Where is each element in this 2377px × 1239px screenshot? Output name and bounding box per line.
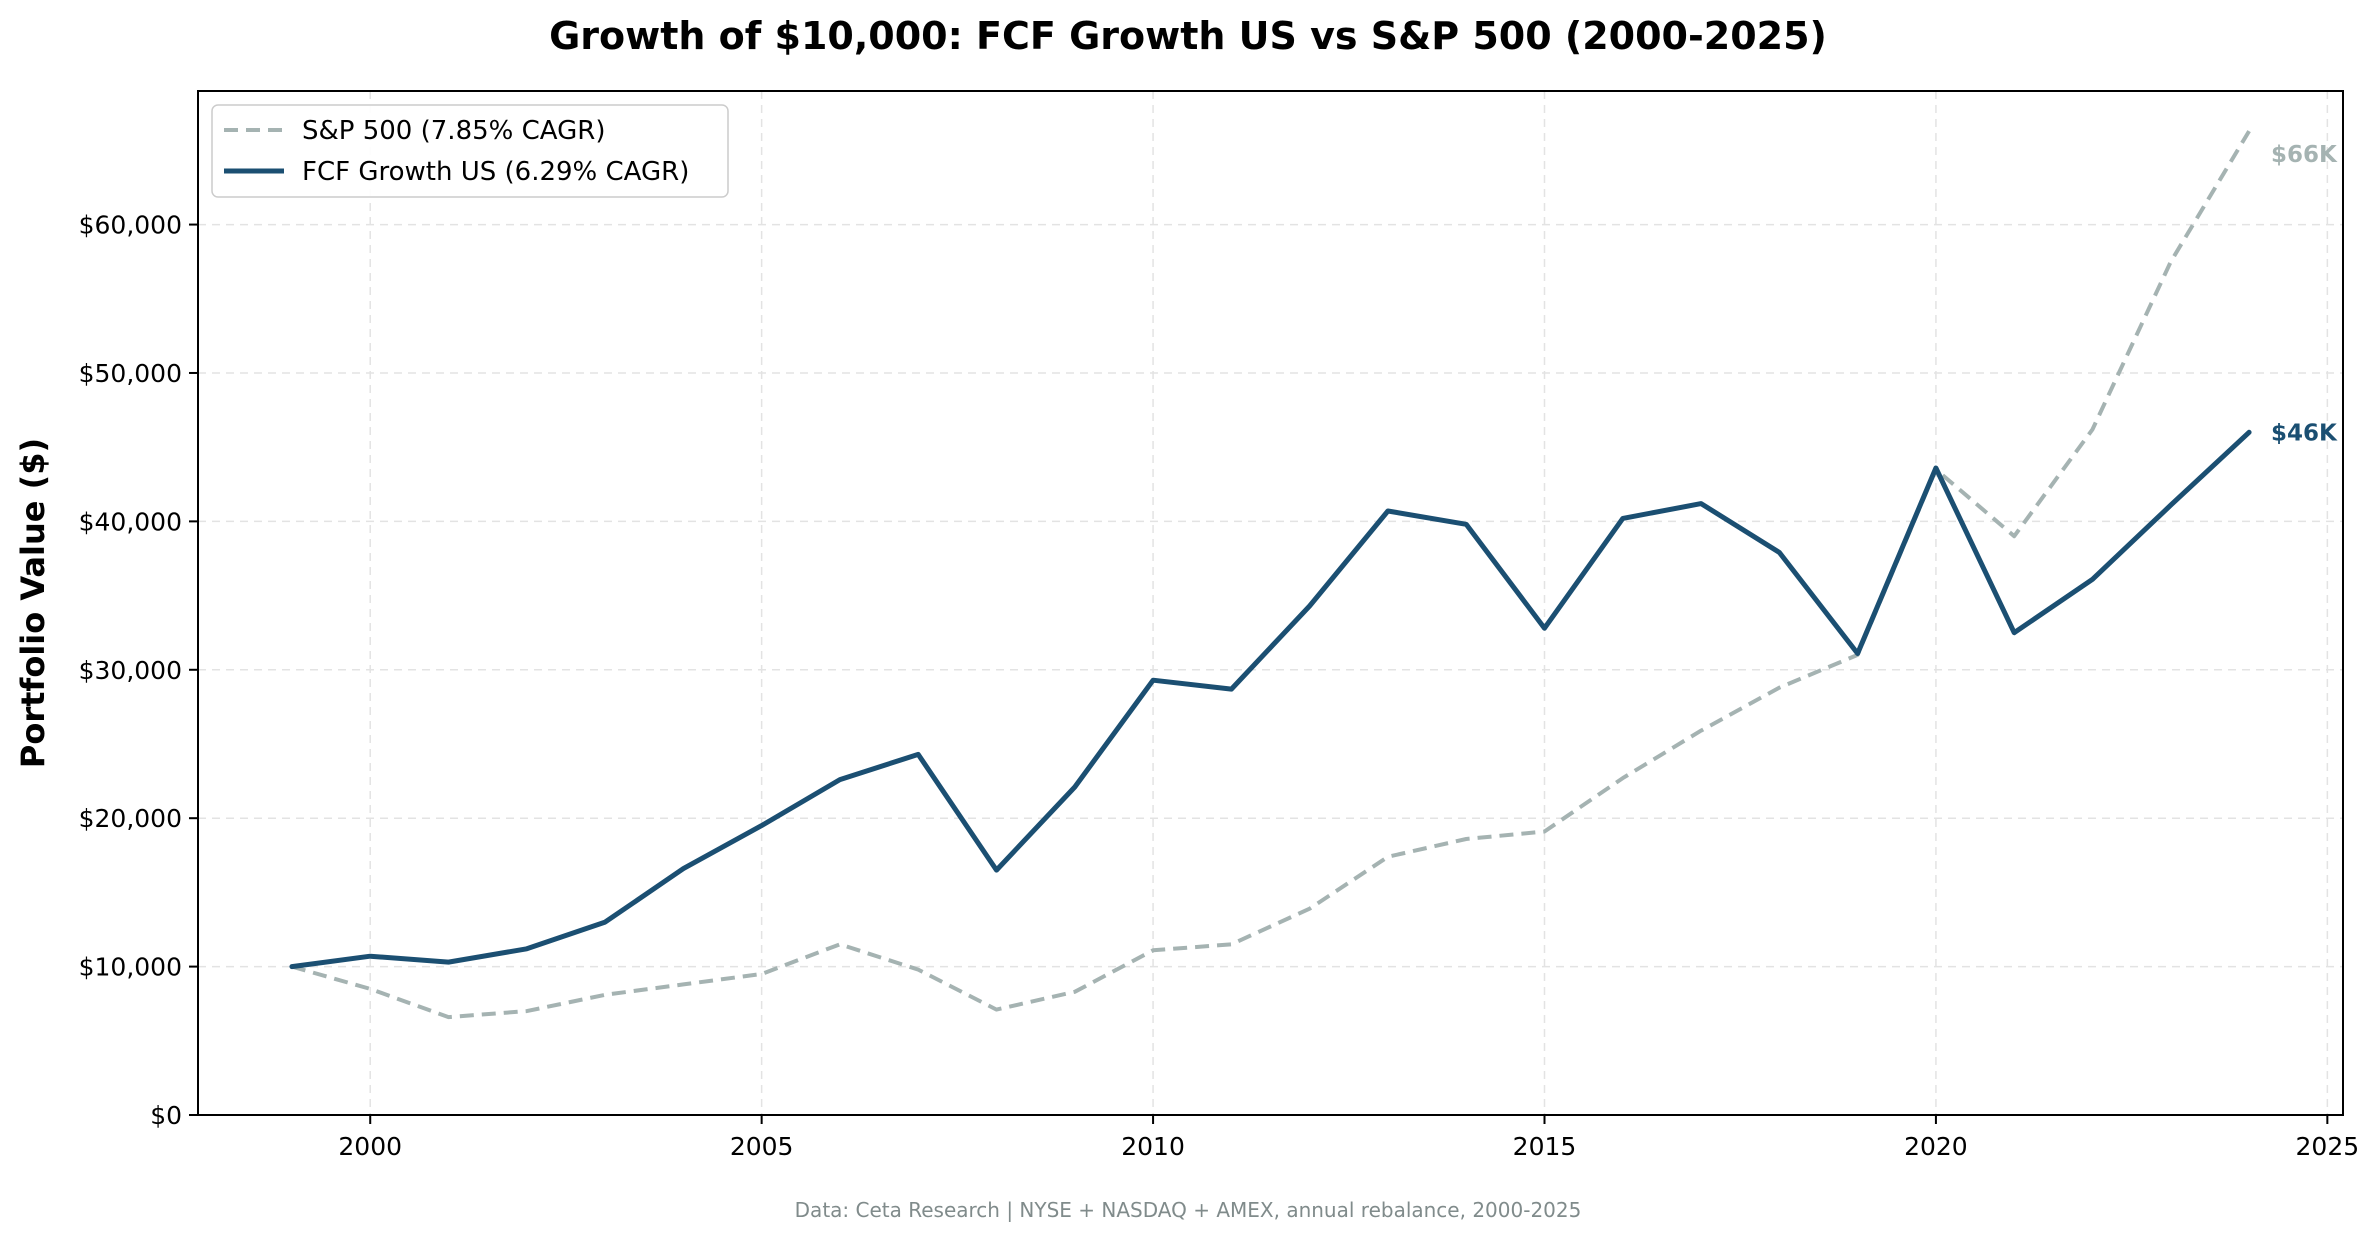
series-line-sp500 (291, 130, 2251, 1020)
legend: S&P 500 (7.85% CAGR) FCF Growth US (6.29… (211, 104, 729, 198)
plot-area (197, 90, 2344, 1116)
y-tick-label-50000: $50,000 (79, 359, 182, 388)
y-axis: $0 $10,000 $20,000 $30,000 $40,000 $50,000 $60… (79, 211, 198, 1130)
y-tick-label-10000: $10,000 (79, 953, 182, 982)
legend-box (211, 104, 729, 198)
x-tick-label-2005: 2005 (730, 1132, 794, 1161)
y-tick-label-20000: $20,000 (79, 804, 182, 833)
end-label-sp500: $66K (2271, 142, 2338, 168)
series-line-fcf-growth (289, 429, 2252, 970)
end-labels: $66K $46K (2271, 142, 2338, 446)
y-tick-label-30000: $30,000 (79, 656, 182, 685)
y-tick-label-40000: $40,000 (79, 507, 182, 536)
legend-label-sp500: S&P 500 (7.85% CAGR) (302, 116, 605, 146)
x-tick-label-2015: 2015 (1513, 1132, 1577, 1161)
legend-label-fcf-growth: FCF Growth US (6.29% CAGR) (302, 157, 689, 187)
y-tick-label-60000: $60,000 (79, 211, 182, 240)
x-tick-label-2025: 2025 (2296, 1132, 2360, 1161)
source-note: Data: Ceta Research | NYSE + NASDAQ + AM… (795, 1198, 1582, 1222)
y-axis-label: Portfolio Value ($) (14, 438, 52, 768)
x-axis: 2000 2005 2010 2015 2020 2025 (338, 1115, 2359, 1161)
grid (198, 91, 2343, 1115)
x-tick-label-2020: 2020 (1904, 1132, 1968, 1161)
series (289, 130, 2252, 1020)
x-tick-label-2000: 2000 (338, 1132, 402, 1161)
y-tick-label-0: $0 (150, 1101, 182, 1130)
x-tick-label-2010: 2010 (1121, 1132, 1185, 1161)
end-label-fcf-growth: $46K (2271, 420, 2338, 446)
chart-title: Growth of $10,000: FCF Growth US vs S&P … (549, 14, 1827, 58)
